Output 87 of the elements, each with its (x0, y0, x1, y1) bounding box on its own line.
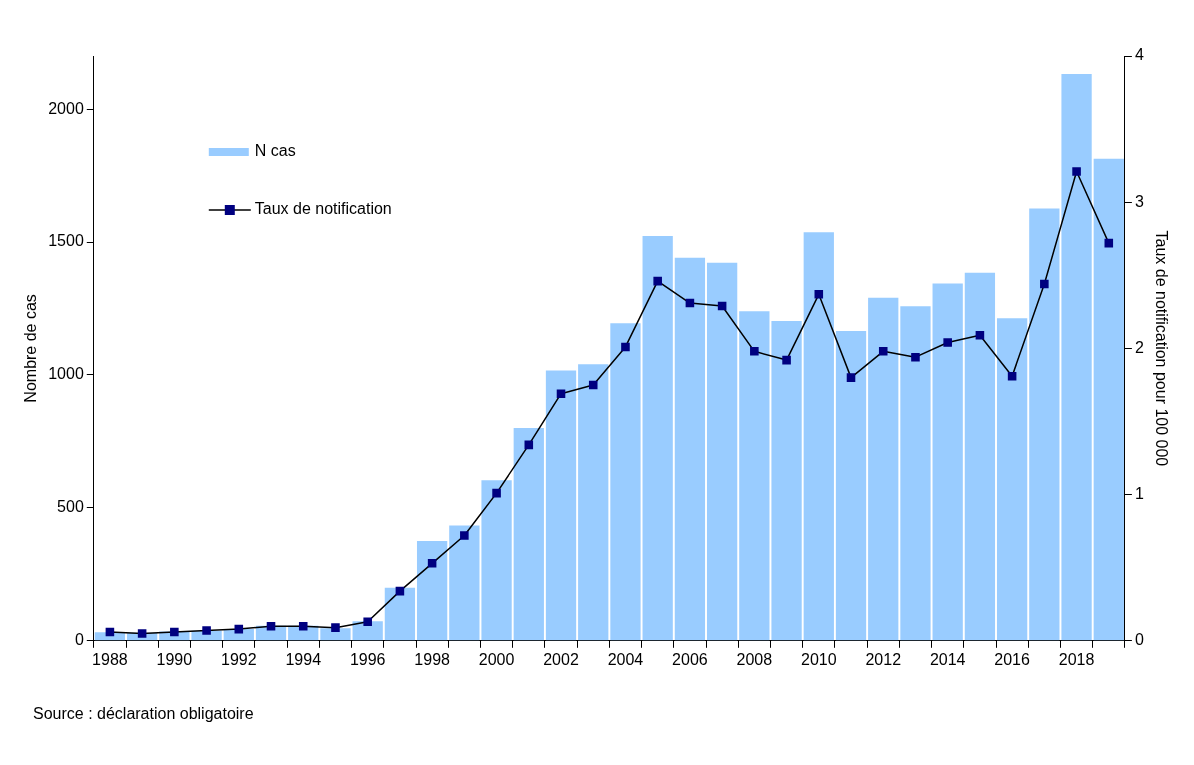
y-tick-label: 0 (74, 631, 84, 649)
bar (996, 318, 1028, 641)
point (105, 627, 115, 637)
point (782, 355, 791, 365)
y2-tick-label: 4 (1134, 46, 1144, 64)
legend-label: N cas (254, 142, 296, 160)
bar (739, 311, 770, 641)
y-tick-label: 2000 (48, 99, 84, 117)
y2-tick-label: 3 (1134, 192, 1144, 210)
bar (513, 427, 544, 641)
point (492, 488, 501, 498)
point (266, 621, 276, 631)
bar (674, 257, 706, 641)
x-tick-label: 2002 (543, 650, 579, 668)
y2-tick-label: 1 (1134, 485, 1144, 503)
bar (449, 525, 480, 641)
point (1007, 371, 1017, 381)
bar (835, 331, 867, 641)
point (846, 373, 856, 382)
point (524, 440, 534, 450)
legend-label: Taux de notification (254, 200, 392, 218)
point (814, 290, 824, 299)
point (1040, 279, 1049, 289)
bar (384, 587, 416, 641)
bar (416, 541, 448, 641)
x-tick-label: 1992 (221, 650, 257, 668)
point (750, 347, 759, 356)
point (137, 629, 147, 638)
point (460, 531, 469, 540)
point (588, 380, 598, 390)
point (911, 352, 920, 362)
point (170, 627, 179, 637)
x-tick-label: 1988 (92, 650, 128, 668)
x-tick-label: 1996 (349, 650, 386, 668)
point (621, 342, 630, 352)
bar (642, 235, 673, 641)
bar (545, 370, 577, 641)
point (556, 389, 566, 399)
point (202, 626, 211, 635)
point (685, 298, 695, 308)
y-tick-label: 500 (57, 498, 84, 516)
point (717, 301, 727, 311)
y2-tick-label: 2 (1134, 338, 1144, 356)
y2-axis-title: Taux de notification pour 100 000 (1152, 230, 1170, 467)
point (1104, 238, 1114, 248)
point (363, 617, 372, 627)
x-tick-label: 2018 (1058, 650, 1095, 668)
y2-tick-label: 0 (1134, 631, 1144, 649)
bar (1061, 74, 1092, 641)
bar (771, 321, 802, 641)
point (234, 624, 244, 634)
bar (868, 297, 899, 641)
bar (803, 232, 834, 641)
bar (1029, 208, 1060, 641)
bar (610, 323, 641, 641)
y-tick-label: 1500 (48, 232, 84, 250)
bar (964, 272, 996, 641)
point (1072, 167, 1081, 176)
point (395, 586, 405, 596)
x-tick-label: 2008 (736, 650, 773, 668)
bar (1093, 158, 1124, 641)
point (298, 621, 308, 631)
x-tick-label: 2006 (672, 650, 708, 668)
x-tick-label: 2016 (994, 650, 1031, 668)
x-tick-label: 2010 (800, 650, 837, 668)
source-note: Source : déclaration obligatoire (33, 705, 254, 723)
point (331, 623, 340, 632)
y-tick-label: 1000 (48, 365, 84, 383)
point (653, 276, 662, 286)
point (975, 330, 985, 340)
x-tick-label: 2000 (478, 650, 515, 668)
bar (900, 306, 931, 641)
x-tick-label: 1998 (414, 650, 451, 668)
bar (932, 283, 963, 641)
bar (481, 480, 512, 641)
x-tick-label: 2014 (929, 650, 966, 668)
y-axis-title: Nombre de cas (22, 294, 40, 403)
point (943, 338, 952, 347)
x-tick-label: 2012 (865, 650, 902, 668)
bar (706, 262, 738, 641)
x-tick-label: 2004 (607, 650, 644, 668)
bar (320, 628, 351, 641)
bar (578, 364, 609, 641)
point (878, 347, 888, 356)
point (427, 559, 437, 568)
x-tick-label: 1990 (156, 650, 193, 668)
x-tick-label: 1994 (285, 650, 322, 668)
